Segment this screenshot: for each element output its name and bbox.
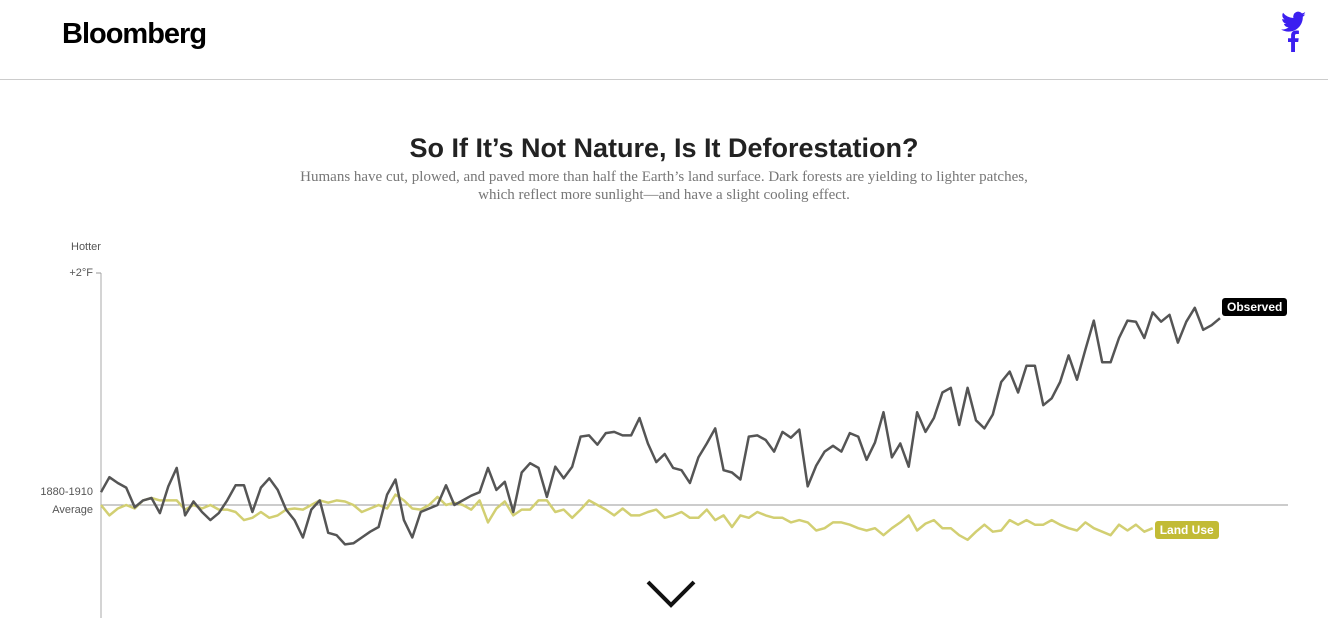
y-axis-label: Hotter [71, 241, 101, 253]
series-label: Land Use [1154, 521, 1219, 540]
series-line [99, 306, 1221, 546]
brand-logo[interactable]: Bloomberg [62, 18, 207, 50]
social-icons [1281, 11, 1306, 53]
chart-title: So If It’s Not Nature, Is It Deforestati… [409, 133, 919, 163]
chart-subtitle: Humans have cut, plowed, and paved more … [300, 169, 1028, 203]
facebook-icon[interactable] [1288, 30, 1299, 53]
scroll-chevron[interactable] [646, 580, 696, 608]
y-tick-label: 1880-1910 Average [40, 486, 93, 516]
series-line [100, 493, 1154, 542]
y-tick-label: +2°F [69, 267, 93, 279]
header-divider [0, 79, 1328, 80]
series-label: Observed [1222, 298, 1288, 317]
twitter-icon[interactable] [1281, 11, 1306, 32]
